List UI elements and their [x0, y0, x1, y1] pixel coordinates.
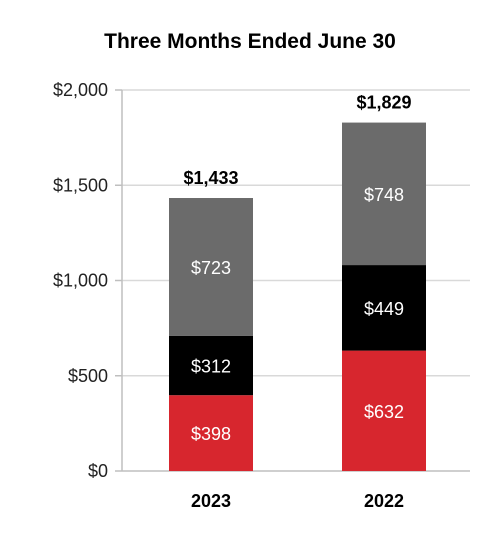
- total-value-label: $1,829: [356, 93, 411, 113]
- bar-layer: [169, 122, 426, 471]
- y-tick-label: $0: [88, 461, 108, 481]
- y-tick-label: $2,000: [53, 80, 108, 100]
- label-layer: $398 $312 $723 $1,433 $632 $449 $748 $1,829: [183, 93, 411, 445]
- total-value-label: $1,433: [183, 168, 238, 188]
- y-tick-label: $500: [68, 366, 108, 386]
- bar-segment: [342, 122, 426, 266]
- segment-value-label: $312: [191, 356, 231, 376]
- bar-segment: [169, 395, 253, 471]
- bar-segment: [169, 335, 253, 396]
- segment-value-label: $449: [364, 299, 404, 319]
- segment-value-label: $723: [191, 258, 231, 278]
- axis-layer: $0 $500 $1,000 $1,500 $2,000 2023 2022: [53, 80, 470, 511]
- y-tick-label: $1,500: [53, 175, 108, 195]
- bar-segment: [342, 265, 426, 351]
- segment-value-label: $632: [364, 402, 404, 422]
- x-tick-label: 2023: [191, 491, 231, 511]
- chart-title: Three Months Ended June 30: [104, 30, 396, 53]
- x-tick-label: 2022: [364, 491, 404, 511]
- bar-segment: [169, 198, 253, 336]
- segment-value-label: $398: [191, 424, 231, 444]
- bar-segment: [342, 350, 426, 471]
- segment-value-label: $748: [364, 185, 404, 205]
- y-tick-label: $1,000: [53, 271, 108, 291]
